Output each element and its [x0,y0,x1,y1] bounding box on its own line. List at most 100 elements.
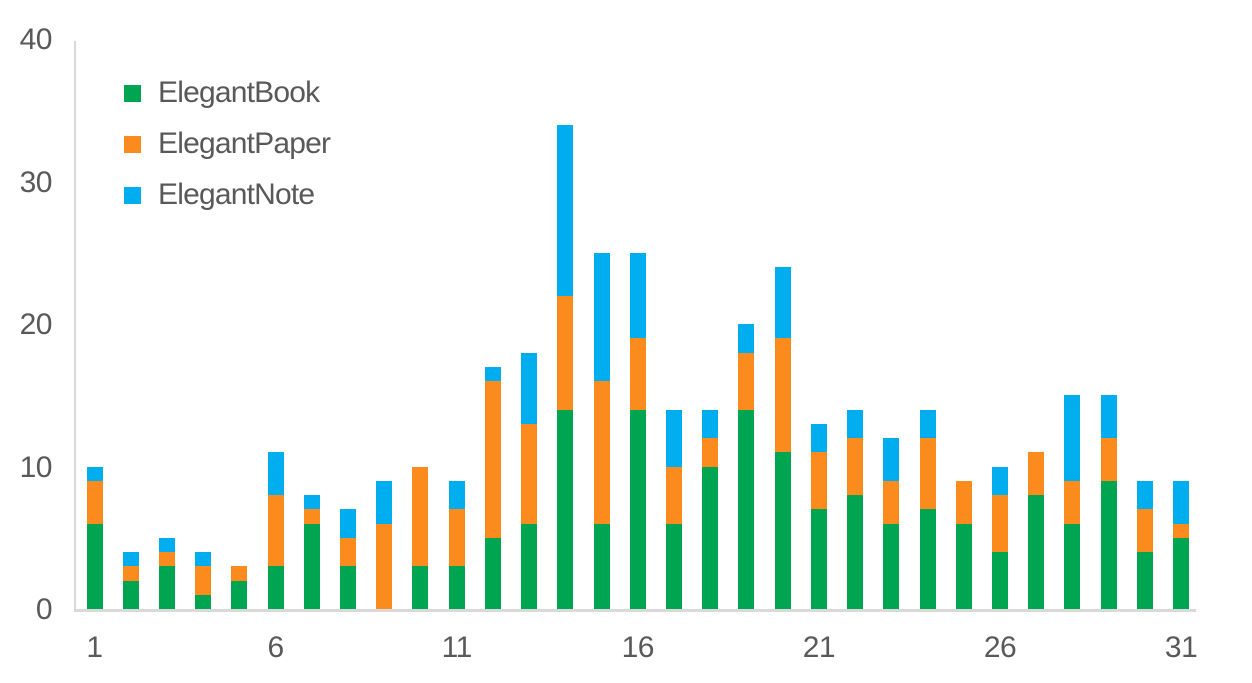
legend-item-elegantnote: ElegantNote [124,178,315,212]
bar-segment-elegantnote-day-22 [847,409,864,438]
bar-segment-elegantpaper-day-2 [122,566,139,581]
bar-segment-elegantbook-day-4 [195,594,212,609]
bar-segment-elegantnote-day-14 [557,124,574,296]
bar-segment-elegantnote-day-13 [521,352,538,424]
legend-label-elegantbook: ElegantBook [158,76,320,109]
bar-segment-elegantpaper-day-19 [738,352,755,410]
bar-segment-elegantpaper-day-11 [448,509,465,567]
bar-segment-elegantnote-day-31 [1173,480,1190,524]
bar-segment-elegantpaper-day-17 [666,466,683,524]
elegantpaper-swatch-icon [124,135,141,153]
bar-segment-elegantbook-day-26 [992,552,1008,609]
bar-segment-elegantnote-day-19 [738,324,755,353]
y-tick-label-0: 0 [35,593,53,626]
legend-item-elegantpaper: ElegantPaper [124,127,331,161]
bar-segment-elegantbook-day-1 [86,523,103,609]
bar-segment-elegantnote-day-26 [992,466,1008,495]
bar-segment-elegantnote-day-8 [340,509,357,538]
bar-segment-elegantnote-day-6 [267,452,284,495]
bar-segment-elegantbook-day-11 [448,566,465,609]
bar-segment-elegantnote-day-9 [376,480,393,524]
bar-segment-elegantpaper-day-6 [267,495,284,567]
bar-segment-elegantpaper-day-1 [86,480,103,524]
bar-segment-elegantpaper-day-12 [484,381,501,538]
bar-segment-elegantbook-day-12 [484,537,501,609]
bar-segment-elegantbook-day-24 [919,509,936,609]
bar-segment-elegantpaper-day-22 [847,438,864,495]
x-tick-label-16: 16 [621,631,655,664]
y-axis-line [74,41,76,612]
elegantnote-swatch-icon [124,186,141,204]
bar-segment-elegantpaper-day-7 [303,509,320,524]
bar-segment-elegantnote-day-23 [883,438,900,481]
bar-segment-elegantbook-day-14 [557,409,574,609]
bar-segment-elegantbook-day-28 [1064,523,1081,609]
bar-segment-elegantnote-day-2 [122,552,139,567]
y-tick-label-10: 10 [19,450,53,484]
x-tick-label-6: 6 [267,631,285,664]
bar-segment-elegantpaper-day-29 [1100,438,1117,481]
bar-segment-elegantbook-day-21 [810,509,827,609]
bar-segment-elegantpaper-day-31 [1173,523,1190,538]
bar-segment-elegantnote-day-16 [629,252,646,339]
x-tick-label-11: 11 [441,631,473,664]
bar-segment-elegantbook-day-10 [412,566,429,609]
elegantbook-swatch-icon [124,84,141,102]
x-tick-label-31: 31 [1164,631,1198,664]
legend-item-elegantbook: ElegantBook [124,76,320,110]
bar-segment-elegantnote-day-28 [1064,395,1081,481]
bar-segment-elegantpaper-day-25 [955,480,972,524]
bar-segment-elegantbook-day-25 [955,523,972,609]
bar-segment-elegantpaper-day-10 [412,466,429,567]
bar-segment-elegantpaper-day-3 [158,552,175,567]
bar-segment-elegantbook-day-8 [340,566,357,609]
bar-segment-elegantbook-day-7 [303,523,320,609]
bar-segment-elegantpaper-day-26 [992,495,1008,552]
bar-segment-elegantbook-day-17 [666,523,683,609]
bar-segment-elegantnote-day-11 [448,480,465,510]
bar-segment-elegantnote-day-12 [484,366,501,381]
x-tick-label-26: 26 [983,631,1017,664]
bar-segment-elegantbook-day-6 [267,566,284,609]
bar-segment-elegantbook-day-13 [521,523,538,609]
bar-segment-elegantpaper-day-21 [810,452,827,510]
bar-segment-elegantpaper-day-15 [593,381,610,524]
x-tick-label-1: 1 [86,631,103,664]
bar-segment-elegantpaper-day-23 [883,480,900,524]
bar-segment-elegantnote-day-24 [919,409,936,438]
bar-segment-elegantbook-day-18 [702,466,719,609]
bar-segment-elegantpaper-day-4 [195,566,212,595]
bar-segment-elegantnote-day-3 [158,537,175,552]
bar-segment-elegantbook-day-30 [1136,552,1153,609]
bar-segment-elegantnote-day-21 [810,423,827,453]
bar-segment-elegantnote-day-17 [666,409,683,467]
bar-segment-elegantnote-day-30 [1136,480,1153,510]
bar-segment-elegantnote-day-18 [702,409,719,438]
bar-segment-elegantnote-day-1 [86,466,103,481]
bar-segment-elegantbook-day-29 [1100,480,1117,609]
legend-label-elegantpaper: ElegantPaper [158,127,331,160]
x-tick-label-21: 21 [802,631,836,664]
bar-segment-elegantpaper-day-28 [1064,480,1081,524]
bar-segment-elegantbook-day-15 [593,523,610,609]
bar-segment-elegantpaper-day-18 [702,438,719,467]
bar-segment-elegantnote-day-7 [303,495,320,510]
bar-segment-elegantbook-day-31 [1173,537,1190,609]
bar-segment-elegantnote-day-29 [1100,395,1117,438]
bar-segment-elegantnote-day-4 [195,552,212,567]
bar-segment-elegantpaper-day-27 [1028,452,1045,495]
y-tick-label-40: 40 [19,23,53,56]
y-tick-label-20: 20 [19,308,53,341]
bar-segment-elegantpaper-day-13 [521,423,538,524]
bar-segment-elegantbook-day-23 [883,523,900,609]
y-tick-label-30: 30 [19,165,53,199]
legend-label-elegantnote: ElegantNote [158,178,315,211]
bar-segment-elegantpaper-day-8 [340,537,357,567]
bar-segment-elegantbook-day-3 [158,566,175,609]
bar-segment-elegantnote-day-15 [593,252,610,381]
bar-segment-elegantbook-day-16 [629,409,646,609]
bar-segment-elegantpaper-day-14 [557,295,574,410]
bar-segment-elegantpaper-day-5 [231,566,248,581]
bar-segment-elegantbook-day-20 [774,452,791,609]
